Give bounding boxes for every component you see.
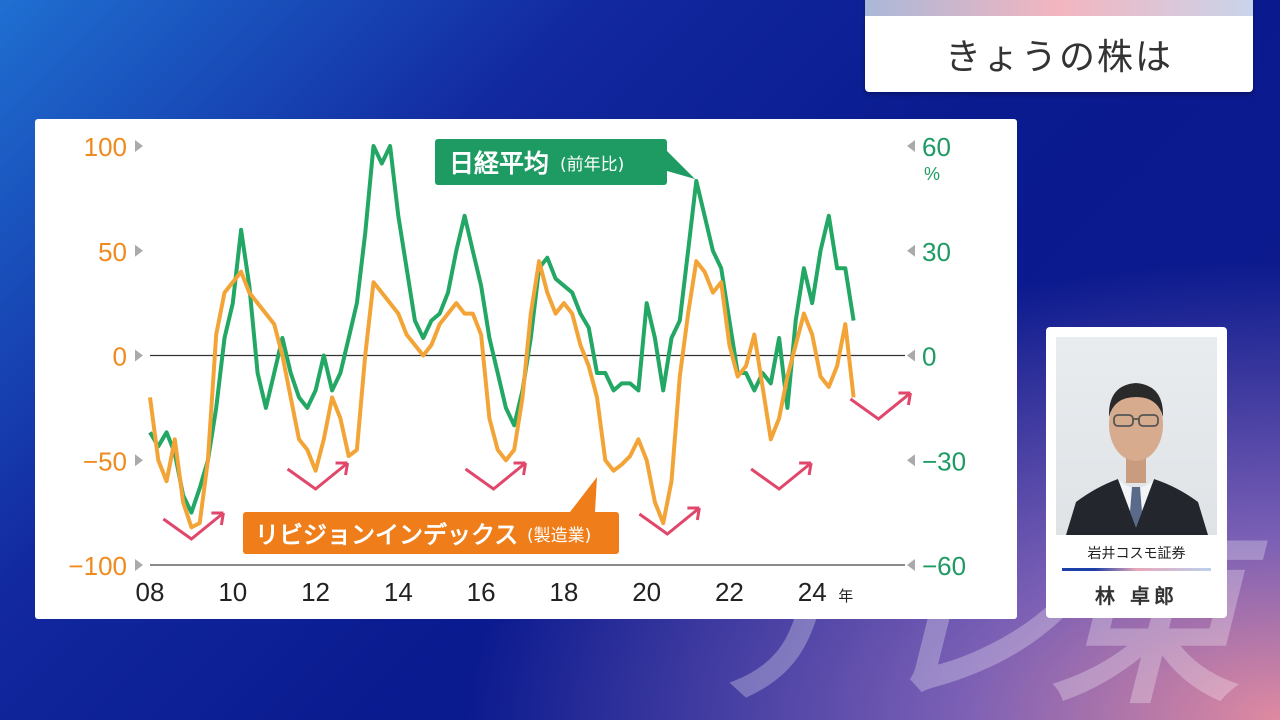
right-axis-tick-label: 30 — [922, 237, 951, 267]
x-axis-tick-label: 08 — [136, 577, 165, 607]
trough-arrow-head — [513, 461, 528, 476]
name-divider — [1062, 568, 1211, 571]
chart-panel: 100 50 0 −50 −100 60 30 0 −30 −60% 08 10 12 14 16 18 20 2… — [35, 119, 1017, 619]
left-axis-tick-label: 100 — [84, 132, 127, 162]
x-axis-tick-label: 24 — [798, 577, 827, 607]
legend-revision-pointer — [570, 477, 597, 512]
x-axis-tick-label: 16 — [467, 577, 496, 607]
legend-revision-note: (製造業) — [527, 526, 591, 546]
x-axis-unit: 年 — [838, 587, 853, 605]
x-axis-tick-label: 18 — [549, 577, 578, 607]
chart-svg: 100 50 0 −50 −100 60 30 0 −30 −60% 08 10 12 14 16 18 20 2… — [68, 132, 966, 607]
trough-arrow-head — [211, 511, 225, 526]
trough-arrow — [464, 461, 527, 491]
series-line-revision — [148, 259, 856, 530]
trough-arrow — [750, 461, 813, 491]
x-axis-tick-label: 14 — [384, 577, 413, 607]
x-axis-tick-label: 22 — [715, 577, 744, 607]
right-axis-tick-marker — [907, 244, 915, 257]
legend-nikkei-box — [435, 139, 667, 185]
legend-nikkei-pointer — [667, 151, 695, 179]
trough-arrow-head — [898, 391, 912, 406]
left-axis-tick-marker — [135, 244, 143, 257]
trough-arrow-head — [335, 461, 350, 476]
left-axis-tick-label: 0 — [113, 342, 127, 372]
legend-revision-label: リビジョンインデックス — [255, 521, 518, 549]
legend-revision-box — [243, 512, 619, 554]
right-axis-tick-marker — [907, 454, 915, 467]
trough-arrow — [638, 506, 701, 536]
right-axis-tick-label: 60 — [922, 132, 951, 162]
analyst-company: 岩井コスモ証券 — [1087, 546, 1186, 562]
trough-arrow — [162, 511, 225, 541]
left-axis-tick-label: −100 — [68, 551, 127, 581]
trough-arrow-head — [687, 506, 701, 521]
title-box: きょうの株は — [865, 0, 1253, 92]
title-strip — [865, 0, 1253, 16]
left-axis-tick-marker — [135, 559, 143, 571]
analyst-photo — [1056, 337, 1217, 535]
right-axis-tick-label: −60 — [922, 551, 966, 581]
person-silhouette-icon — [1066, 383, 1208, 535]
page-title: きょうの株は — [944, 37, 1173, 78]
analyst-name: 林 卓郎 — [1095, 584, 1178, 608]
trough-arrow — [849, 391, 912, 421]
right-axis-unit: % — [924, 164, 940, 184]
x-axis-tick-label: 10 — [218, 577, 247, 607]
x-axis-tick-label: 20 — [632, 577, 661, 607]
right-axis-tick-label: 0 — [922, 342, 936, 372]
left-axis-tick-marker — [135, 140, 143, 152]
legend-nikkei-note: (前年比) — [560, 155, 624, 175]
trough-arrow-head — [799, 461, 813, 476]
right-axis-tick-marker — [907, 559, 915, 571]
legend-nikkei-label: 日経平均 — [449, 149, 549, 178]
left-axis-tick-marker — [135, 349, 143, 362]
right-axis-tick-marker — [907, 349, 915, 362]
left-axis-tick-marker — [135, 454, 143, 467]
right-axis-tick-label: −30 — [922, 446, 966, 476]
x-axis-tick-label: 12 — [301, 577, 330, 607]
left-axis-tick-label: 50 — [98, 237, 127, 267]
analyst-card: 岩井コスモ証券 林 卓郎 — [1046, 327, 1227, 618]
left-axis-tick-label: −50 — [83, 446, 127, 476]
right-axis-tick-marker — [907, 140, 915, 152]
trough-arrow — [286, 461, 349, 491]
